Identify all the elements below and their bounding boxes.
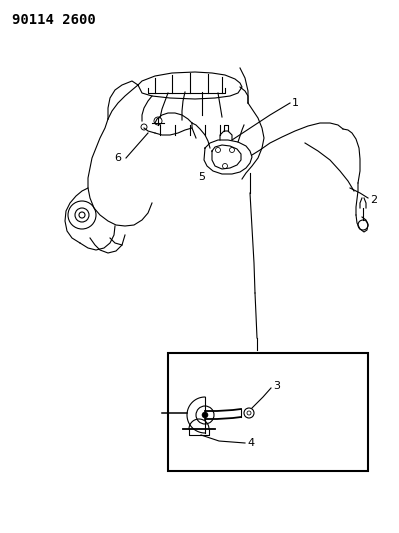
Bar bbox=[168, 353, 368, 471]
Text: 1: 1 bbox=[292, 98, 299, 108]
Text: 2: 2 bbox=[370, 195, 377, 205]
Text: 4: 4 bbox=[247, 438, 254, 448]
Text: 90114 2600: 90114 2600 bbox=[12, 13, 96, 27]
Text: 3: 3 bbox=[273, 381, 280, 391]
Text: 5: 5 bbox=[198, 172, 205, 182]
Circle shape bbox=[202, 412, 208, 418]
Text: 6: 6 bbox=[115, 153, 122, 163]
